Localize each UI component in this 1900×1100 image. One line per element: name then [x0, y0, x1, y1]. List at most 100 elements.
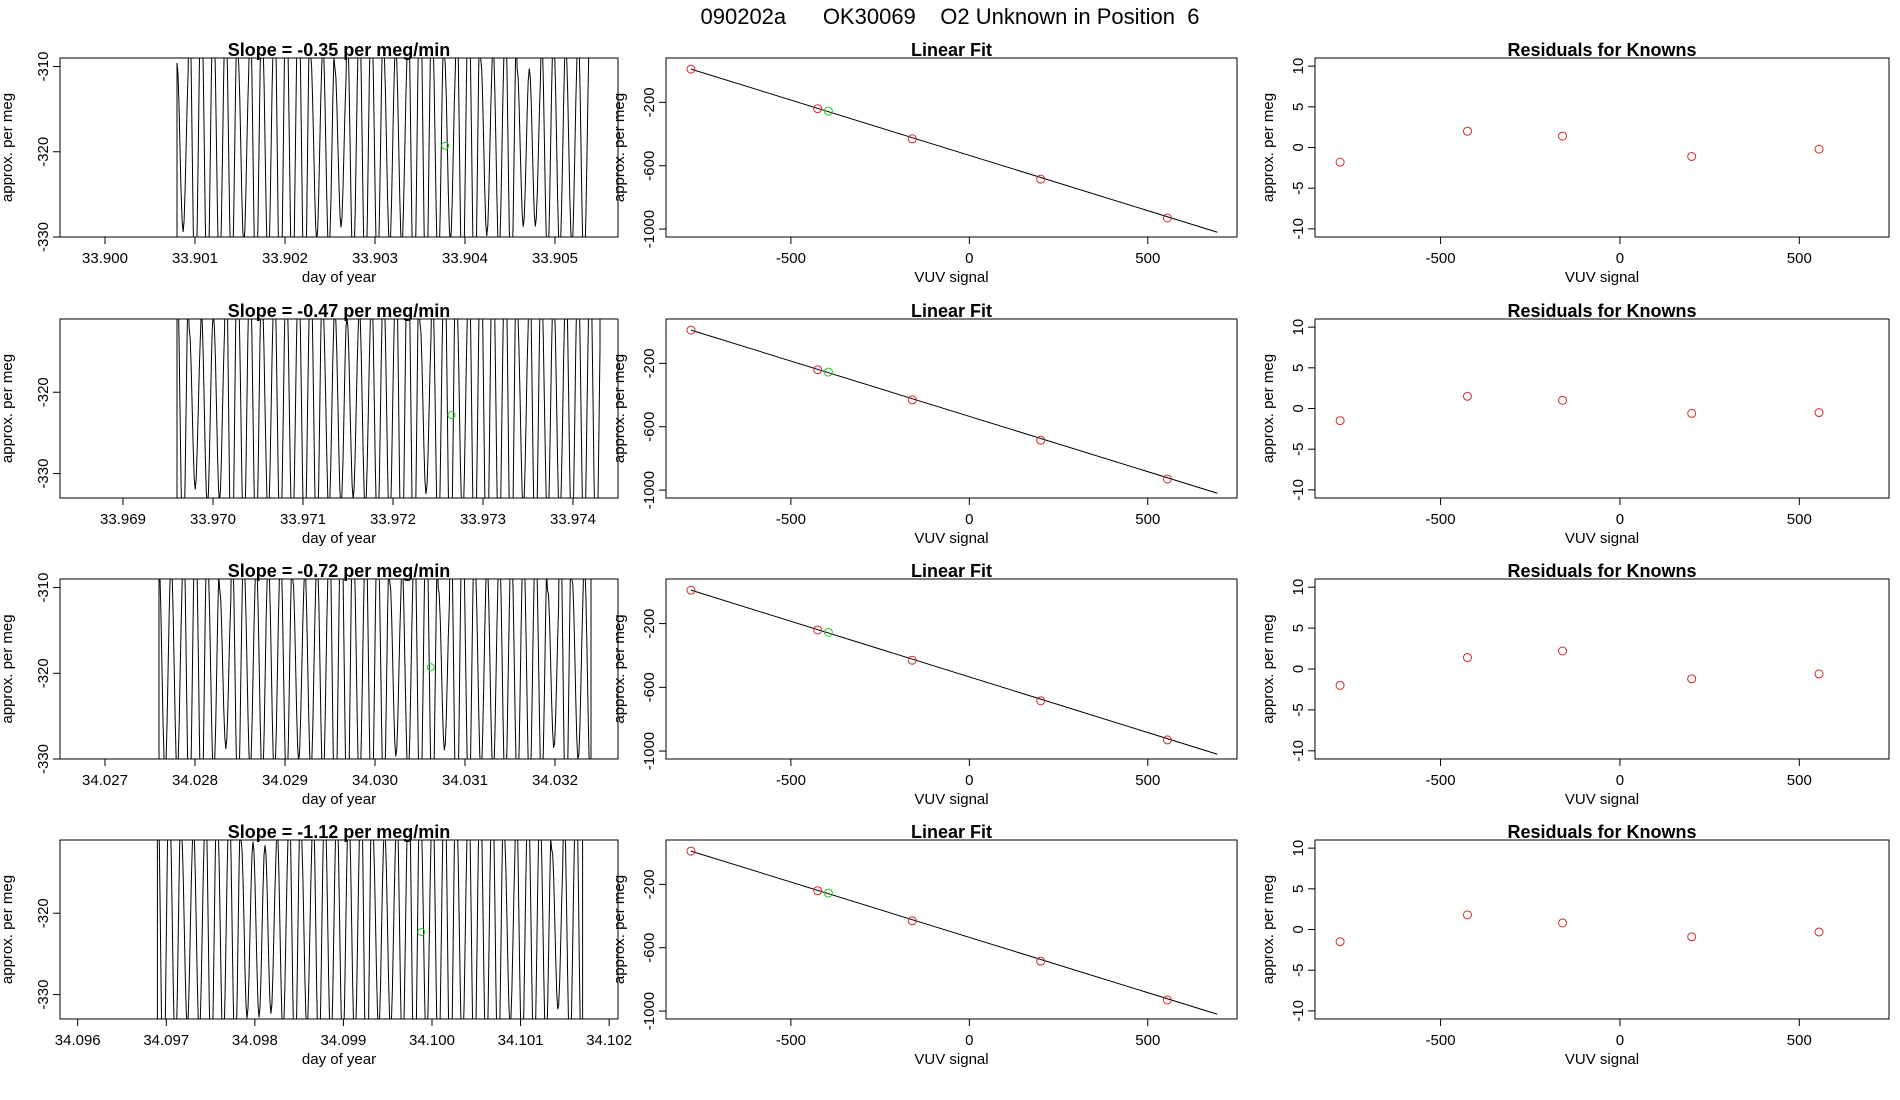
y-axis-label: approx. per meg: [1260, 354, 1277, 463]
y-tick-label: 5: [1290, 885, 1307, 893]
known-point: [1036, 696, 1046, 706]
unknown-point: [823, 888, 833, 898]
x-axis-label: VUV signal: [1565, 1051, 1639, 1068]
x-tick-label: 500: [1787, 1032, 1812, 1049]
panel-3-2: Linear Fit -500 0 500 VUV signal -200 -600 -100…: [611, 561, 1238, 808]
y-tick-label: -1000: [641, 992, 658, 1030]
plot-frame: [1314, 578, 1890, 760]
plot-area: [1335, 646, 1824, 690]
y-tick-label: -600: [641, 672, 658, 702]
panel-1-3: Residuals for Knowns -500 0 500 VUV signal 10…: [1260, 40, 1890, 286]
x-axis-label: VUV signal: [914, 791, 988, 808]
x-tick-label: 33.969: [100, 511, 146, 528]
fit-line: [690, 68, 1218, 233]
plot-frame: [665, 839, 1238, 1020]
y-tick-label: -320: [35, 898, 52, 928]
known-point: [1335, 157, 1345, 167]
y-tick-label: -200: [641, 348, 658, 378]
y-tick-label: 5: [1290, 624, 1307, 632]
known-point: [686, 585, 696, 595]
known-point: [813, 365, 823, 375]
panel-title: Linear Fit: [911, 822, 992, 842]
plot-area: [686, 325, 1218, 494]
x-tick-label: 500: [1787, 250, 1812, 267]
x-tick-label: 500: [1135, 772, 1160, 789]
plot-area: [1335, 910, 1824, 947]
panel-1-1: Slope = -0.35 per meg/min 33.900 33.901 33.…: [0, 40, 619, 286]
known-point: [1036, 435, 1046, 445]
known-point: [1036, 174, 1046, 184]
known-point: [1814, 144, 1824, 154]
x-tick-label: 33.974: [550, 511, 596, 528]
known-point: [1462, 653, 1472, 663]
plot-area: [686, 64, 1218, 233]
plot-area: [1335, 391, 1824, 426]
panel-4-2: Linear Fit -500 0 500 VUV signal -200 -600 -100…: [611, 822, 1238, 1068]
plot-area: [686, 846, 1218, 1015]
x-tick-label: 0: [1616, 1032, 1624, 1049]
known-point: [1558, 395, 1568, 405]
known-point: [1335, 680, 1345, 690]
x-tick-label: 34.097: [143, 1032, 189, 1049]
unknown-mean-point: [441, 141, 450, 150]
x-tick-label: 34.029: [262, 772, 308, 789]
y-tick-label: 10: [1290, 58, 1307, 75]
x-tick-label: 34.096: [55, 1032, 101, 1049]
known-point: [1558, 918, 1568, 928]
y-tick-label: 10: [1290, 840, 1307, 857]
known-point: [1814, 408, 1824, 418]
x-tick-label: 34.098: [232, 1032, 278, 1049]
unknown-point: [823, 106, 833, 116]
y-tick-label: 10: [1290, 319, 1307, 336]
x-axis-label: day of year: [302, 269, 376, 286]
x-tick-label: 33.970: [190, 511, 236, 528]
measurement-trace: [176, 58, 590, 237]
x-tick-label: -500: [1426, 511, 1456, 528]
known-point: [1687, 408, 1697, 418]
panel-2-1: Slope = -0.47 per meg/min 33.969 33.970 33.…: [0, 301, 619, 547]
panel-title: Linear Fit: [911, 561, 992, 581]
plot-area: [158, 579, 592, 759]
known-point: [1335, 416, 1345, 426]
known-point: [1462, 910, 1472, 920]
x-tick-label: 34.031: [442, 772, 488, 789]
y-axis-label: approx. per meg: [1260, 614, 1277, 723]
x-tick-label: 0: [1616, 511, 1624, 528]
plot-area: [176, 319, 601, 498]
x-tick-label: 33.971: [280, 511, 326, 528]
panel-title: Residuals for Knowns: [1507, 40, 1696, 60]
figure-title: 090202a OK30069 O2 Unknown in Position 6: [700, 4, 1200, 29]
x-tick-label: 33.903: [352, 250, 398, 267]
y-tick-label: -5: [1290, 703, 1307, 716]
y-tick-label: -600: [641, 151, 658, 181]
unknown-mean-point: [426, 663, 435, 672]
x-tick-label: 0: [965, 772, 973, 789]
unknown-point: [823, 627, 833, 637]
x-tick-label: 34.032: [532, 772, 578, 789]
y-tick-label: -330: [35, 744, 52, 774]
panel-title: Linear Fit: [911, 301, 992, 321]
fit-line: [690, 850, 1218, 1015]
known-point: [1687, 151, 1697, 161]
y-tick-label: -1000: [641, 210, 658, 248]
y-axis-label: approx. per meg: [611, 93, 628, 202]
known-point: [813, 625, 823, 635]
known-point: [813, 886, 823, 896]
y-tick-label: 0: [1290, 143, 1307, 151]
plot-frame: [665, 578, 1238, 760]
y-axis-label: approx. per meg: [1260, 875, 1277, 984]
known-point: [1558, 131, 1568, 141]
y-axis-label: approx. per meg: [0, 93, 16, 202]
x-tick-label: 34.101: [498, 1032, 544, 1049]
panel-1-2: Linear Fit -500 0 500 VUV signal -200 -600 -100…: [611, 40, 1238, 286]
y-tick-label: -320: [35, 137, 52, 167]
panel-title: Residuals for Knowns: [1507, 301, 1696, 321]
panel-3-3: Residuals for Knowns -500 0 500 VUV signal 10…: [1260, 561, 1890, 808]
y-tick-label: -1000: [641, 471, 658, 509]
fit-line: [690, 589, 1218, 755]
panel-3-1: Slope = -0.72 per meg/min 34.027 34.028 34.…: [0, 561, 619, 808]
y-tick-label: -10: [1290, 479, 1307, 501]
known-point: [1162, 474, 1172, 484]
plot-frame: [665, 57, 1238, 238]
plot-area: [156, 840, 584, 1019]
